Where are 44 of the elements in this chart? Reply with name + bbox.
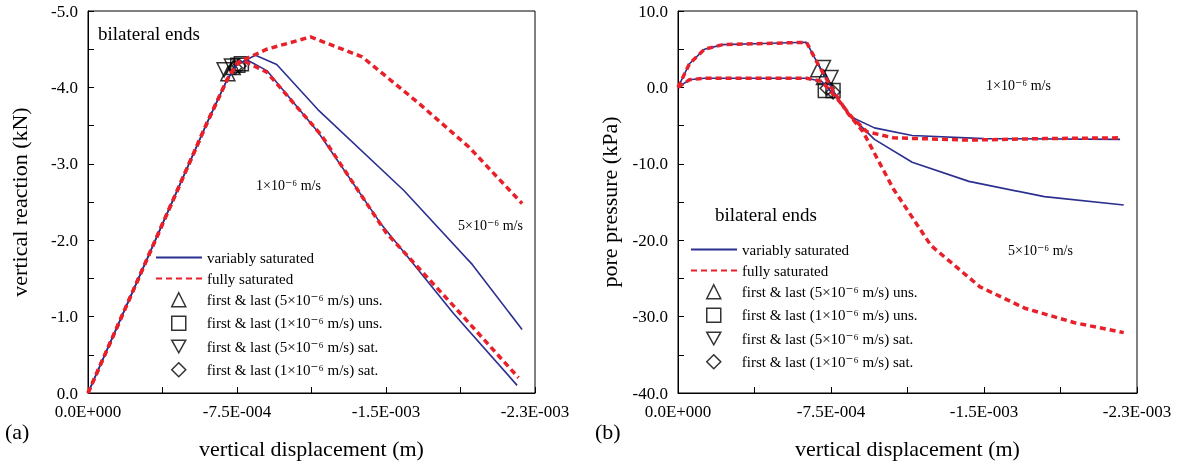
legend-label: first & last (1×10⁻⁶ m/s) uns. <box>206 315 383 333</box>
y-axis-title: pore pressure (kPa) <box>596 116 622 288</box>
y-tick-label: -5.0 <box>51 1 78 21</box>
x-tick-label: -7.5E-004 <box>202 402 272 421</box>
y-tick-label: -30.0 <box>632 307 668 327</box>
legend-label: variably saturated <box>742 241 850 258</box>
annotation: bilateral ends <box>715 204 817 225</box>
legend-label: first & last (1×10⁻⁶ m/s) uns. <box>741 307 918 325</box>
x-tick-label: -2.3E-003 <box>500 402 570 421</box>
y-tick-label: -10.0 <box>632 154 668 174</box>
annotation: 1×10⁻⁶ m/s <box>256 177 321 193</box>
x-tick-label: -1.5E-003 <box>351 402 421 421</box>
legend-label: first & last (5×10⁻⁶ m/s) uns. <box>741 283 918 301</box>
legend-label: variably saturated <box>207 249 315 266</box>
y-tick-label: -40.0 <box>632 383 668 403</box>
y-tick-label: 0.0 <box>56 383 78 403</box>
legend-label: first & last (5×10⁻⁶ m/s) sat. <box>206 338 379 356</box>
annotation: 5×10⁻⁶ m/s <box>1008 242 1073 258</box>
annotation: 5×10⁻⁶ m/s <box>458 217 523 233</box>
legend-label: fully saturated <box>742 262 829 279</box>
y-tick-label: -4.0 <box>51 77 78 97</box>
y-tick-label: -1.0 <box>51 307 78 327</box>
x-tick-label: 0.0E+000 <box>54 402 122 421</box>
y-tick-label: -3.0 <box>51 154 78 174</box>
text: (a) <box>5 418 30 444</box>
x-tick-label: -7.5E-004 <box>796 402 866 421</box>
legend-label: first & last (1×10⁻⁶ m/s) sat. <box>741 353 914 371</box>
legend-label: first & last (5×10⁻⁶ m/s) uns. <box>206 291 383 309</box>
y-axis-title: vertical reaction (kN) <box>6 107 32 297</box>
legend-label: first & last (5×10⁻⁶ m/s) sat. <box>741 330 914 348</box>
y-tick-label: -2.0 <box>51 230 78 250</box>
x-tick-label: -2.3E-003 <box>1102 402 1172 421</box>
legend-label: fully saturated <box>207 270 294 287</box>
annotation: bilateral ends <box>98 23 200 44</box>
y-tick-label: -20.0 <box>632 230 668 250</box>
x-tick-label: 0.0E+000 <box>644 402 712 421</box>
y-tick-label: 10.0 <box>638 1 668 21</box>
y-tick-label: 0.0 <box>646 77 668 97</box>
text: (b) <box>595 418 621 444</box>
x-tick-label: -1.5E-003 <box>949 402 1019 421</box>
annotation: 1×10⁻⁶ m/s <box>986 77 1051 93</box>
x-axis-title: vertical displacement (m) <box>199 435 424 461</box>
x-axis-title: vertical displacement (m) <box>795 435 1020 461</box>
legend-label: first & last (1×10⁻⁶ m/s) sat. <box>206 361 379 379</box>
